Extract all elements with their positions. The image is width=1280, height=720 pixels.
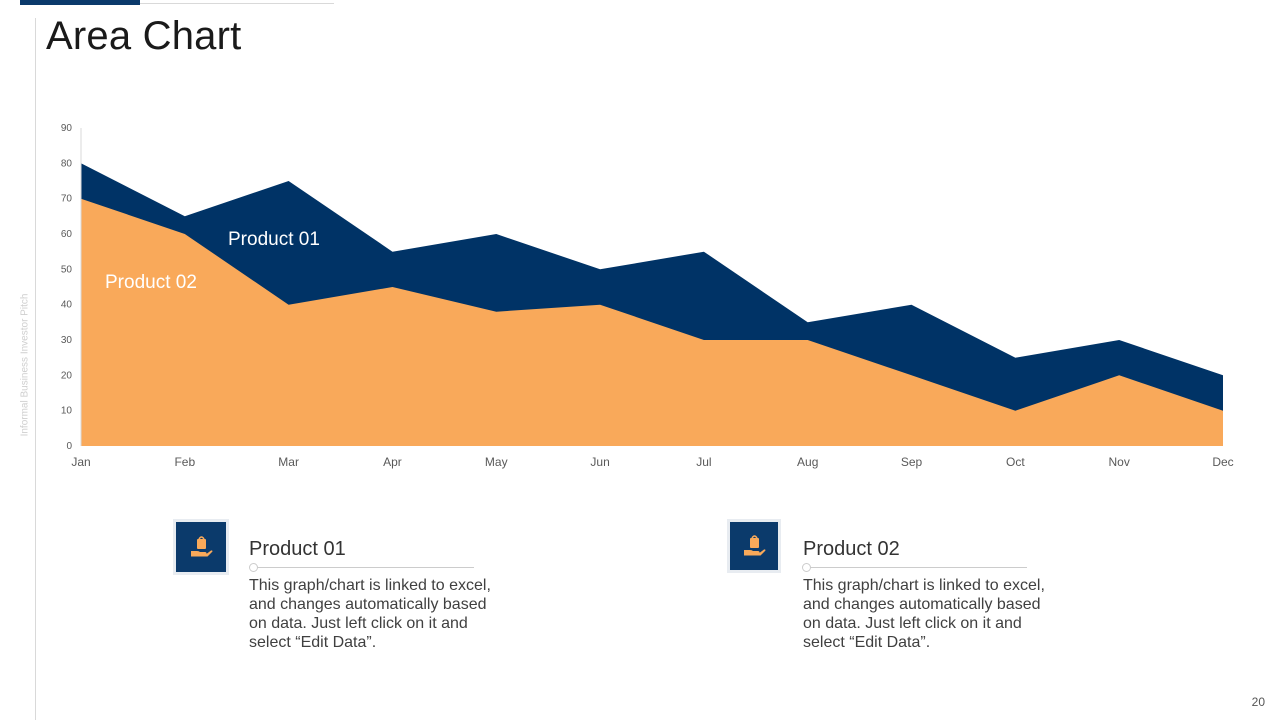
series-label-product-02: Product 02 bbox=[105, 272, 197, 293]
product-01-divider-dot bbox=[249, 563, 258, 572]
y-tick-label: 40 bbox=[61, 300, 73, 311]
page-number: 20 bbox=[1251, 695, 1265, 709]
x-tick-label: Jun bbox=[590, 455, 609, 469]
product-01-title: Product 01 bbox=[249, 538, 346, 560]
x-tick-label: Apr bbox=[383, 455, 402, 469]
product-02-title: Product 02 bbox=[803, 538, 900, 560]
y-tick-label: 70 bbox=[61, 194, 73, 205]
top-divider bbox=[140, 3, 334, 4]
product-01-divider bbox=[254, 567, 474, 568]
page-title: Area Chart bbox=[46, 14, 242, 58]
y-tick-label: 90 bbox=[61, 123, 73, 134]
area-series-product-02 bbox=[81, 198, 1223, 446]
product-01-icon-box bbox=[176, 522, 226, 572]
x-tick-label: Aug bbox=[797, 455, 818, 469]
series-label-product-01: Product 01 bbox=[228, 229, 320, 250]
left-divider bbox=[35, 18, 36, 720]
product-02-card: Product 02 This graph/chart is linked to… bbox=[727, 520, 1047, 660]
y-tick-label: 10 bbox=[61, 406, 73, 417]
top-accent-bar bbox=[20, 0, 140, 5]
x-tick-label: Dec bbox=[1212, 455, 1233, 469]
x-tick-label: Feb bbox=[174, 455, 195, 469]
x-tick-label: Oct bbox=[1006, 455, 1025, 469]
product-01-card: Product 01 This graph/chart is linked to… bbox=[174, 520, 494, 660]
area-chart: 0 10 20 30 40 50 60 70 80 90 Jan Feb Mar Apr May Jun Ju… bbox=[61, 123, 1234, 469]
y-tick-label: 30 bbox=[61, 335, 73, 346]
x-tick-label: Jul bbox=[696, 455, 711, 469]
product-01-description: This graph/chart is linked to excel, and… bbox=[249, 577, 491, 651]
y-tick-label: 60 bbox=[61, 229, 73, 240]
hand-holding-bag-icon bbox=[744, 535, 766, 556]
x-tick-label: Nov bbox=[1109, 455, 1130, 469]
y-tick-label: 80 bbox=[61, 158, 73, 169]
product-02-description: This graph/chart is linked to excel, and… bbox=[803, 577, 1045, 651]
hand-holding-bag-icon bbox=[191, 536, 213, 557]
product-02-icon-box bbox=[730, 522, 778, 570]
product-02-divider bbox=[807, 567, 1027, 568]
product-02-divider-dot bbox=[802, 563, 811, 572]
y-tick-label: 0 bbox=[66, 441, 72, 452]
x-tick-label: May bbox=[485, 455, 508, 469]
x-tick-label: Sep bbox=[901, 455, 923, 469]
y-tick-label: 20 bbox=[61, 370, 73, 381]
x-tick-label: Mar bbox=[278, 455, 299, 469]
x-tick-label: Jan bbox=[71, 455, 90, 469]
y-tick-label: 50 bbox=[61, 264, 73, 275]
